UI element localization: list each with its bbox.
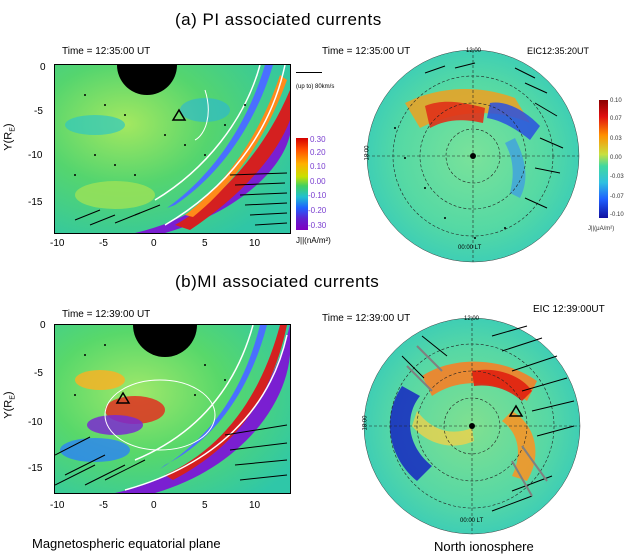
magnetosphere-map-b bbox=[54, 324, 291, 494]
heading-pi-currents: (a) PI associated currents bbox=[175, 10, 382, 29]
label-north-ionosphere: North ionosphere bbox=[434, 539, 534, 554]
colorbar-ionosphere bbox=[599, 100, 608, 218]
lt-label-18: 18:00 bbox=[362, 415, 369, 431]
panel-a-ion-time: Time = 12:35:00 UT bbox=[322, 46, 411, 57]
y-tick: -10 bbox=[28, 150, 43, 161]
lt-label-18: 18:00 bbox=[364, 145, 371, 161]
scale-arrow bbox=[296, 72, 322, 73]
label-magnetospheric-plane: Magnetospheric equatorial plane bbox=[32, 536, 221, 551]
y-axis-label-a: Y(RE) bbox=[2, 123, 17, 151]
x-tick: -10 bbox=[50, 500, 65, 511]
colorbar-unit: J||(μA/m²) bbox=[588, 226, 615, 232]
x-tick: 10 bbox=[249, 500, 261, 511]
colorbar-tick: -0.10 bbox=[610, 212, 624, 218]
panel-b-mag-time: Time = 12:39:00 UT bbox=[62, 309, 151, 320]
colorbar-tick: 0.20 bbox=[310, 148, 326, 157]
colorbar-tick: 0.00 bbox=[310, 177, 326, 186]
colorbar-tick: -0.07 bbox=[610, 194, 624, 200]
x-tick: 5 bbox=[202, 238, 208, 249]
x-tick: 5 bbox=[202, 500, 208, 511]
colorbar-tick: -0.20 bbox=[308, 206, 327, 215]
colorbar-tick: 0.30 bbox=[310, 135, 326, 144]
colorbar-tick: -0.03 bbox=[610, 174, 624, 180]
x-tick: -5 bbox=[99, 500, 108, 511]
panel-a-mag-time: Time = 12:35:00 UT bbox=[62, 46, 151, 57]
x-tick: 0 bbox=[151, 238, 157, 249]
x-tick: 0 bbox=[151, 500, 157, 511]
x-tick: -5 bbox=[99, 238, 108, 249]
magnetosphere-map-a bbox=[54, 64, 291, 234]
x-tick: 10 bbox=[249, 238, 261, 249]
lt-label-00: 00:00 LT bbox=[460, 518, 484, 524]
lt-label-12: 12:00 bbox=[464, 316, 480, 322]
ionosphere-map-a bbox=[365, 48, 581, 264]
colorbar-tick: -0.30 bbox=[308, 221, 327, 230]
scale-arrow-label: (up to) 80km/s bbox=[296, 84, 335, 90]
heading-mi-currents: (b)MI associated currents bbox=[175, 272, 380, 291]
colorbar-tick: -0.10 bbox=[308, 191, 327, 200]
colorbar-tick: 0.00 bbox=[610, 155, 622, 161]
colorbar-tick: 0.03 bbox=[610, 136, 622, 142]
y-tick: -5 bbox=[34, 368, 43, 379]
colorbar-tick: 0.10 bbox=[310, 162, 326, 171]
y-tick: 0 bbox=[40, 62, 46, 73]
y-axis-label-b: Y(RE) bbox=[2, 391, 17, 419]
y-tick: -15 bbox=[28, 463, 43, 474]
x-tick: -10 bbox=[50, 238, 65, 249]
colorbar-unit: J||(nA/m²) bbox=[296, 236, 331, 245]
colorbar-tick: 0.07 bbox=[610, 116, 622, 122]
lt-label-00: 00:00 LT bbox=[458, 245, 482, 251]
y-tick: -15 bbox=[28, 197, 43, 208]
y-tick: -10 bbox=[28, 417, 43, 428]
panel-b-ion-time: Time = 12:39:00 UT bbox=[322, 313, 411, 324]
y-tick: 0 bbox=[40, 320, 46, 331]
lt-label-12: 12:00 bbox=[466, 48, 482, 54]
ionosphere-map-b bbox=[362, 316, 582, 536]
y-tick: -5 bbox=[34, 106, 43, 117]
colorbar-tick: 0.10 bbox=[610, 98, 622, 104]
panel-a-ion-eic: EIC12:35:20UT bbox=[527, 46, 590, 56]
panel-b-ion-eic: EIC 12:39:00UT bbox=[533, 304, 605, 315]
colorbar-magnetosphere bbox=[296, 138, 308, 230]
